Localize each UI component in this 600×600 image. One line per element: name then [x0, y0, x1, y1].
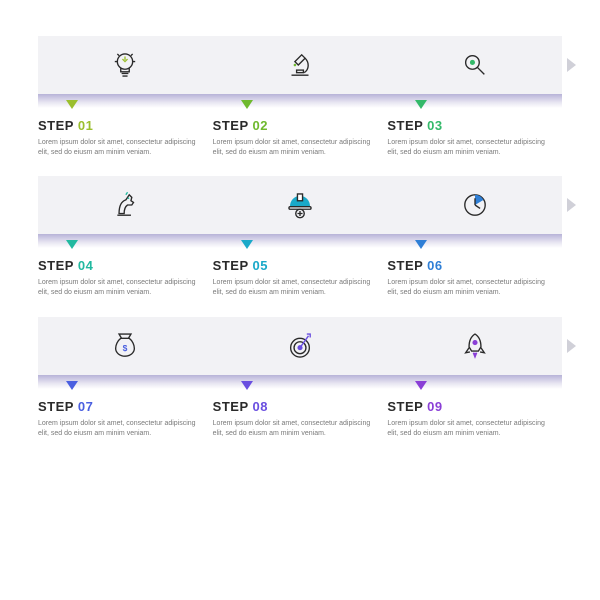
icon-cell — [387, 317, 562, 375]
row-arrow-icon — [567, 58, 576, 72]
text-band: STEP 01 Lorem ipsum dolor sit amet, cons… — [38, 108, 562, 166]
chevron-down-icon — [241, 240, 253, 249]
step-number: 03 — [427, 118, 442, 133]
step-number: 04 — [78, 258, 93, 273]
step-label: STEP 03 — [387, 118, 552, 133]
row-arrow-icon — [567, 339, 576, 353]
moneybag-icon: $ — [108, 329, 142, 363]
row-shadow — [38, 234, 562, 248]
step-cell: STEP 06 Lorem ipsum dolor sit amet, cons… — [387, 248, 562, 306]
step-cell: STEP 08 Lorem ipsum dolor sit amet, cons… — [213, 389, 388, 447]
icon-band — [38, 36, 562, 94]
step-cell: STEP 04 Lorem ipsum dolor sit amet, cons… — [38, 248, 213, 306]
icon-cell — [387, 36, 562, 94]
step-desc: Lorem ipsum dolor sit amet, consectetur … — [213, 419, 378, 439]
step-row-1: STEP 01 Lorem ipsum dolor sit amet, cons… — [38, 36, 562, 166]
step-label: STEP 06 — [387, 258, 552, 273]
chevron-down-icon — [415, 240, 427, 249]
row-shadow — [38, 94, 562, 108]
icon-band: $ — [38, 317, 562, 375]
target-icon — [283, 329, 317, 363]
step-cell: STEP 07 Lorem ipsum dolor sit amet, cons… — [38, 389, 213, 447]
icon-cell: $ — [38, 317, 213, 375]
step-label: STEP 01 — [38, 118, 203, 133]
chevron-down-icon — [415, 100, 427, 109]
step-desc: Lorem ipsum dolor sit amet, consectetur … — [387, 138, 552, 158]
step-desc: Lorem ipsum dolor sit amet, consectetur … — [387, 419, 552, 439]
chevron-down-icon — [66, 381, 78, 390]
step-cell: STEP 01 Lorem ipsum dolor sit amet, cons… — [38, 108, 213, 166]
microscope-icon — [283, 48, 317, 82]
step-label: STEP 09 — [387, 399, 552, 414]
step-number: 06 — [427, 258, 442, 273]
icon-cell — [213, 317, 388, 375]
text-band: STEP 04 Lorem ipsum dolor sit amet, cons… — [38, 248, 562, 306]
step-desc: Lorem ipsum dolor sit amet, consectetur … — [38, 138, 203, 158]
icon-cell — [387, 176, 562, 234]
hardhat-icon — [283, 188, 317, 222]
lightbulb-icon — [108, 48, 142, 82]
step-label: STEP 07 — [38, 399, 203, 414]
step-cell: STEP 02 Lorem ipsum dolor sit amet, cons… — [213, 108, 388, 166]
chevron-down-icon — [241, 100, 253, 109]
icon-cell — [213, 176, 388, 234]
row-arrow-icon — [567, 198, 576, 212]
icon-cell — [213, 36, 388, 94]
step-number: 08 — [253, 399, 268, 414]
step-cell: STEP 05 Lorem ipsum dolor sit amet, cons… — [213, 248, 388, 306]
clock-icon — [458, 188, 492, 222]
step-desc: Lorem ipsum dolor sit amet, consectetur … — [387, 278, 552, 298]
rocket-icon — [458, 329, 492, 363]
chevron-down-icon — [241, 381, 253, 390]
step-cell: STEP 09 Lorem ipsum dolor sit amet, cons… — [387, 389, 562, 447]
step-row-2: STEP 04 Lorem ipsum dolor sit amet, cons… — [38, 176, 562, 306]
step-desc: Lorem ipsum dolor sit amet, consectetur … — [38, 419, 203, 439]
chevron-down-icon — [66, 240, 78, 249]
step-number: 05 — [253, 258, 268, 273]
step-desc: Lorem ipsum dolor sit amet, consectetur … — [38, 278, 203, 298]
icon-band — [38, 176, 562, 234]
step-desc: Lorem ipsum dolor sit amet, consectetur … — [213, 278, 378, 298]
step-number: 02 — [253, 118, 268, 133]
knight-icon — [108, 188, 142, 222]
magnifier-icon — [458, 48, 492, 82]
step-label: STEP 04 — [38, 258, 203, 273]
icon-cell — [38, 176, 213, 234]
chevron-down-icon — [66, 100, 78, 109]
step-label: STEP 08 — [213, 399, 378, 414]
step-desc: Lorem ipsum dolor sit amet, consectetur … — [213, 138, 378, 158]
step-label: STEP 05 — [213, 258, 378, 273]
step-number: 01 — [78, 118, 93, 133]
icon-cell — [38, 36, 213, 94]
step-row-3: $ STEP 07 Lorem ipsum dolor sit amet, co… — [38, 317, 562, 447]
chevron-down-icon — [415, 381, 427, 390]
svg-text:$: $ — [123, 343, 128, 353]
step-number: 07 — [78, 399, 93, 414]
row-shadow — [38, 375, 562, 389]
step-label: STEP 02 — [213, 118, 378, 133]
step-cell: STEP 03 Lorem ipsum dolor sit amet, cons… — [387, 108, 562, 166]
text-band: STEP 07 Lorem ipsum dolor sit amet, cons… — [38, 389, 562, 447]
step-number: 09 — [427, 399, 442, 414]
